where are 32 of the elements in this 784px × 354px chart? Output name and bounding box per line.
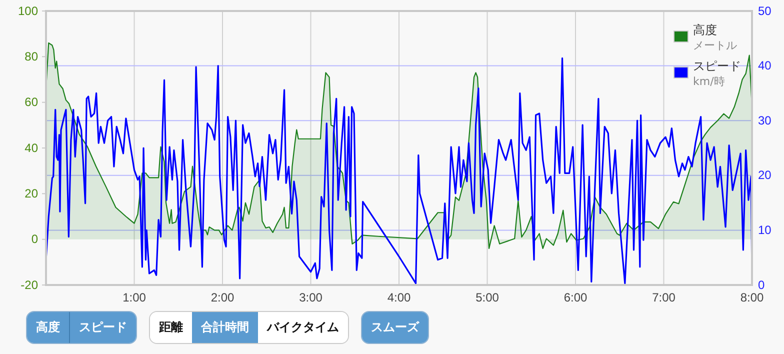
x-tick-label: 4:00 bbox=[387, 290, 411, 305]
x-tick-label: 8:00 bbox=[740, 290, 764, 305]
x-tick-label: 3:00 bbox=[299, 290, 323, 305]
y-tick-label: -20 bbox=[20, 278, 38, 292]
y2-tick-label: 20 bbox=[758, 168, 772, 182]
y2-tick-label: 0 bbox=[758, 278, 765, 292]
text: スムーズ bbox=[362, 312, 428, 343]
x-tick-label: 2:00 bbox=[210, 290, 234, 305]
x-tick-label: 6:00 bbox=[564, 290, 588, 305]
y-tick-label: 100 bbox=[18, 4, 38, 18]
x-tick-label: 7:00 bbox=[652, 290, 676, 305]
y-tick-label: 20 bbox=[24, 186, 38, 201]
y-tick-label: 60 bbox=[24, 95, 38, 110]
text: バイクタイム bbox=[258, 312, 348, 343]
y2-tick-label: 50 bbox=[758, 4, 772, 18]
y2-tick-label: 30 bbox=[758, 113, 772, 128]
legend-label: スピード bbox=[693, 59, 741, 73]
text: 高度 bbox=[27, 312, 69, 343]
y2-tick-label: 40 bbox=[758, 58, 772, 73]
line-series bbox=[45, 57, 753, 284]
text: スピード bbox=[69, 312, 136, 343]
x-tick-label: 1:00 bbox=[122, 290, 146, 305]
text: 距離 bbox=[150, 312, 192, 343]
y-tick-label: 80 bbox=[24, 50, 38, 64]
legend-label: 高度 bbox=[693, 23, 717, 37]
y-tick-label: 0 bbox=[31, 232, 38, 246]
text: 合計時間 bbox=[192, 312, 258, 343]
annotation: km/時 bbox=[693, 75, 725, 88]
y-tick-label: 40 bbox=[24, 140, 38, 155]
annotation: メートル bbox=[693, 39, 737, 52]
x-tick-label: 5:00 bbox=[476, 290, 500, 305]
y2-tick-label: 10 bbox=[758, 223, 772, 238]
